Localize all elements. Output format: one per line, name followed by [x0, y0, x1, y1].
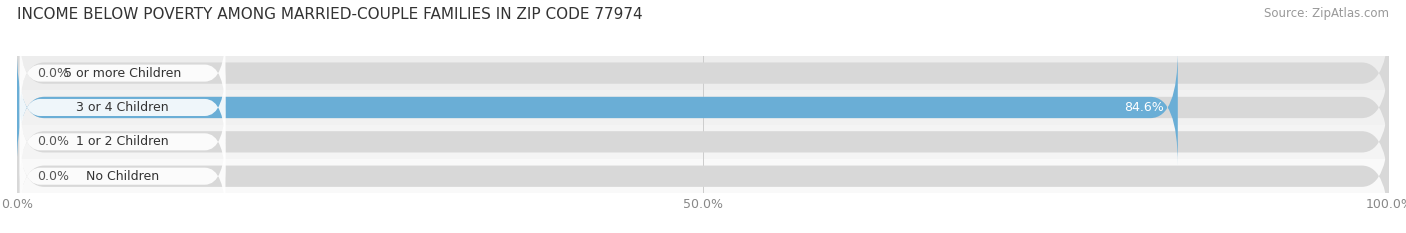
Text: No Children: No Children [86, 170, 159, 183]
FancyBboxPatch shape [17, 118, 1389, 233]
FancyBboxPatch shape [17, 49, 1389, 166]
Text: 1 or 2 Children: 1 or 2 Children [76, 135, 169, 148]
FancyBboxPatch shape [20, 133, 225, 219]
FancyBboxPatch shape [17, 49, 1178, 166]
Text: 0.0%: 0.0% [38, 170, 69, 183]
Text: INCOME BELOW POVERTY AMONG MARRIED-COUPLE FAMILIES IN ZIP CODE 77974: INCOME BELOW POVERTY AMONG MARRIED-COUPL… [17, 7, 643, 22]
Bar [17, 125, 1389, 159]
FancyBboxPatch shape [20, 65, 225, 151]
FancyBboxPatch shape [17, 84, 1389, 200]
FancyBboxPatch shape [17, 15, 1389, 131]
Text: 0.0%: 0.0% [38, 135, 69, 148]
Text: 84.6%: 84.6% [1125, 101, 1164, 114]
Bar [17, 90, 1389, 125]
Bar [17, 159, 1389, 193]
Bar [17, 56, 1389, 90]
Text: 3 or 4 Children: 3 or 4 Children [76, 101, 169, 114]
Text: Source: ZipAtlas.com: Source: ZipAtlas.com [1264, 7, 1389, 20]
FancyBboxPatch shape [20, 99, 225, 185]
FancyBboxPatch shape [20, 30, 225, 116]
Text: 0.0%: 0.0% [38, 67, 69, 80]
Text: 5 or more Children: 5 or more Children [63, 67, 181, 80]
